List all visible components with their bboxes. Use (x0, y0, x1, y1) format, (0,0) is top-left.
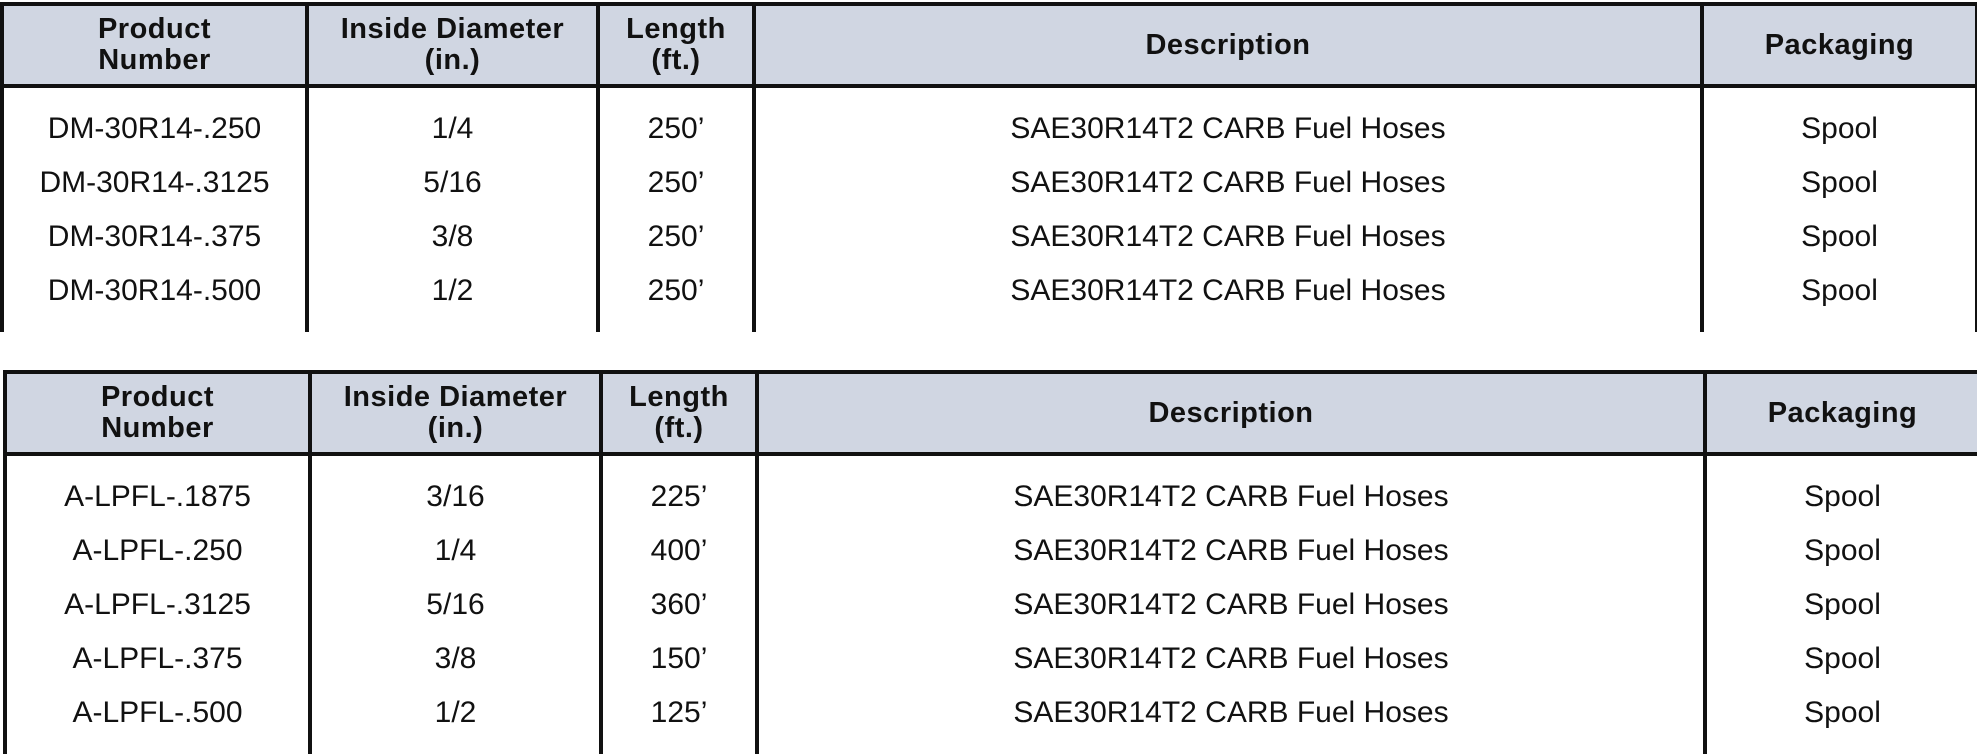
cell-description: SAE30R14T2 CARB Fuel Hoses (755, 578, 1707, 632)
cell-description: SAE30R14T2 CARB Fuel Hoses (755, 632, 1707, 686)
cell-length: 250’ (596, 86, 756, 156)
cell-diameter: 3/8 (305, 210, 600, 264)
cell-description: SAE30R14T2 CARB Fuel Hoses (752, 156, 1704, 210)
table-row: A-LPFL-.250 1/4 400’ SAE30R14T2 CARB Fuel H… (3, 524, 1977, 578)
header-description: Description (752, 2, 1704, 88)
cell-product: DM-30R14-.375 (0, 210, 309, 264)
cell-diameter: 1/4 (305, 86, 600, 156)
cell-length: 250’ (596, 264, 756, 332)
cell-packaging: Spool (1703, 686, 1977, 754)
header-text: Product (97, 13, 212, 45)
cell-product: DM-30R14-.500 (0, 264, 309, 332)
header-text: (in.) (427, 412, 484, 444)
header-product-number: Product Number (3, 370, 312, 456)
header-text: Number (101, 412, 214, 444)
header-text: Number (98, 44, 211, 76)
table-row: DM-30R14-.3125 5/16 250’ SAE30R14T2 CARB Fu… (0, 156, 1977, 210)
cell-packaging: Spool (1703, 454, 1977, 524)
cell-product: DM-30R14-.250 (0, 86, 309, 156)
cell-description: SAE30R14T2 CARB Fuel Hoses (752, 264, 1704, 332)
table-row: DM-30R14-.500 1/2 250’ SAE30R14T2 CARB Fuel… (0, 264, 1977, 332)
cell-description: SAE30R14T2 CARB Fuel Hoses (752, 86, 1704, 156)
header-row: Product Number Inside Diameter (in.) Lengt… (3, 370, 1977, 456)
cell-diameter: 1/2 (305, 264, 600, 332)
cell-packaging: Spool (1703, 632, 1977, 686)
header-row: Product Number Inside Diameter (in.) Lengt… (0, 2, 1977, 88)
cell-diameter: 5/16 (308, 578, 603, 632)
cell-product: A-LPFL-.375 (3, 632, 312, 686)
cell-length: 125’ (599, 686, 759, 754)
product-table-a-lpfl: Product Number Inside Diameter (in.) Lengt… (3, 370, 1977, 754)
cell-length: 250’ (596, 156, 756, 210)
cell-product: A-LPFL-.3125 (3, 578, 312, 632)
header-text: Inside Diameter (343, 381, 568, 413)
cell-packaging: Spool (1703, 578, 1977, 632)
header-text: (ft.) (651, 44, 701, 76)
cell-product: A-LPFL-.500 (3, 686, 312, 754)
header-text: (ft.) (654, 412, 704, 444)
cell-diameter: 3/8 (308, 632, 603, 686)
cell-length: 150’ (599, 632, 759, 686)
cell-length: 400’ (599, 524, 759, 578)
header-description: Description (755, 370, 1707, 456)
cell-diameter: 1/2 (308, 686, 603, 754)
header-product-number: Product Number (0, 2, 309, 88)
cell-diameter: 1/4 (308, 524, 603, 578)
header-packaging: Packaging (1703, 370, 1977, 456)
cell-packaging: Spool (1700, 264, 1977, 332)
cell-packaging: Spool (1703, 524, 1977, 578)
cell-packaging: Spool (1700, 156, 1977, 210)
cell-packaging: Spool (1700, 86, 1977, 156)
table-row: A-LPFL-.500 1/2 125’ SAE30R14T2 CARB Fuel H… (3, 686, 1977, 754)
table-row: A-LPFL-.1875 3/16 225’ SAE30R14T2 CARB Fuel… (3, 454, 1977, 524)
header-packaging: Packaging (1700, 2, 1977, 88)
cell-packaging: Spool (1700, 210, 1977, 264)
cell-length: 250’ (596, 210, 756, 264)
header-text: Length (629, 381, 729, 413)
table-row: A-LPFL-.3125 5/16 360’ SAE30R14T2 CARB Fuel… (3, 578, 1977, 632)
cell-length: 225’ (599, 454, 759, 524)
table-row: DM-30R14-.375 3/8 250’ SAE30R14T2 CARB Fuel… (0, 210, 1977, 264)
cell-product: A-LPFL-.1875 (3, 454, 312, 524)
cell-product: A-LPFL-.250 (3, 524, 312, 578)
header-inside-diameter: Inside Diameter (in.) (308, 370, 603, 456)
header-length: Length (ft.) (599, 370, 759, 456)
cell-diameter: 3/16 (308, 454, 603, 524)
header-length: Length (ft.) (596, 2, 756, 88)
table-row: DM-30R14-.250 1/4 250’ SAE30R14T2 CARB Fuel… (0, 86, 1977, 156)
cell-description: SAE30R14T2 CARB Fuel Hoses (752, 210, 1704, 264)
header-text: (in.) (424, 44, 481, 76)
cell-description: SAE30R14T2 CARB Fuel Hoses (755, 686, 1707, 754)
cell-description: SAE30R14T2 CARB Fuel Hoses (755, 524, 1707, 578)
product-table-dm: Product Number Inside Diameter (in.) Lengt… (0, 2, 1977, 332)
table-row: A-LPFL-.375 3/8 150’ SAE30R14T2 CARB Fuel H… (3, 632, 1977, 686)
cell-product: DM-30R14-.3125 (0, 156, 309, 210)
cell-diameter: 5/16 (305, 156, 600, 210)
header-text: Product (100, 381, 215, 413)
cell-length: 360’ (599, 578, 759, 632)
header-text: Length (626, 13, 726, 45)
header-text: Inside Diameter (340, 13, 565, 45)
header-inside-diameter: Inside Diameter (in.) (305, 2, 600, 88)
cell-description: SAE30R14T2 CARB Fuel Hoses (755, 454, 1707, 524)
